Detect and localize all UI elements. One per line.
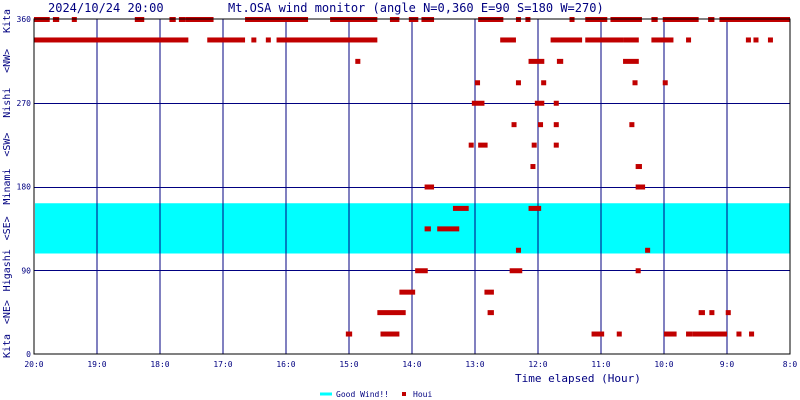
- x-tick-label: 9:0: [720, 360, 735, 369]
- houi-point: [736, 331, 742, 337]
- houi-point: [623, 37, 639, 43]
- legend-houi-label: Houi: [413, 390, 432, 399]
- legend: Good Wind!! Houi: [320, 390, 432, 399]
- houi-point: [399, 289, 416, 295]
- houi-point: [475, 80, 481, 86]
- houi-point: [635, 164, 642, 170]
- houi-point: [553, 122, 559, 128]
- houi-point: [749, 331, 755, 337]
- direction-label: <SE>: [2, 216, 13, 240]
- houi-point: [487, 310, 494, 316]
- x-tick-label: 20:0: [24, 360, 43, 369]
- houi-point: [538, 122, 544, 128]
- x-tick-label: 19:0: [87, 360, 106, 369]
- houi-point: [553, 100, 559, 106]
- y-tick-label: 90: [21, 266, 31, 275]
- x-tick-label: 8:0: [783, 360, 798, 369]
- houi-point: [591, 331, 605, 337]
- houi-point: [468, 142, 474, 148]
- houi-point: [541, 80, 547, 86]
- houi-point: [725, 310, 731, 316]
- y-tick-label: 360: [17, 15, 32, 24]
- direction-label: <NE>: [2, 300, 13, 324]
- houi-point: [511, 122, 517, 128]
- houi-point: [629, 122, 635, 128]
- houi-point: [662, 80, 668, 86]
- houi-point: [556, 58, 564, 64]
- houi-point: [635, 184, 646, 190]
- legend-houi-swatch: [402, 392, 406, 396]
- houi-point: [698, 310, 705, 316]
- houi-point: [377, 310, 406, 316]
- houi-point: [452, 205, 469, 211]
- x-tick-label: 17:0: [213, 360, 232, 369]
- houi-point: [355, 58, 361, 64]
- x-tick-label: 12:0: [528, 360, 547, 369]
- direction-label: Kita: [2, 9, 13, 33]
- x-tick-label: 11:0: [591, 360, 610, 369]
- x-tick-label: 15:0: [339, 360, 358, 369]
- houi-point: [251, 37, 257, 43]
- houi-point: [534, 100, 545, 106]
- direction-label: Higashi: [2, 249, 13, 291]
- houi-point: [686, 37, 692, 43]
- houi-point: [745, 37, 751, 43]
- houi-point: [651, 37, 674, 43]
- houi-point: [528, 205, 542, 211]
- houi-point: [276, 37, 378, 43]
- houi-point: [34, 37, 189, 43]
- houi-point: [345, 331, 353, 337]
- houi-point: [616, 331, 622, 337]
- direction-label: Nishi: [2, 88, 13, 118]
- houi-point: [664, 331, 677, 337]
- x-tick-label: 14:0: [402, 360, 421, 369]
- direction-label: Kita: [2, 334, 13, 358]
- houi-point: [509, 268, 523, 274]
- x-axis-label: Time elapsed (Hour): [515, 372, 641, 385]
- houi-point: [692, 331, 727, 337]
- timestamp-label: 2024/10/24 20:00: [48, 1, 164, 15]
- x-tick-label: 10:0: [654, 360, 673, 369]
- houi-point: [437, 226, 460, 232]
- houi-point: [585, 37, 624, 43]
- houi-point: [635, 268, 641, 274]
- direction-label: <SW>: [2, 133, 13, 157]
- direction-label: <NW>: [2, 49, 13, 73]
- houi-point: [484, 289, 494, 295]
- houi-point: [515, 247, 521, 253]
- houi-point: [500, 37, 516, 43]
- houi-point: [471, 100, 485, 106]
- legend-good-wind-label: Good Wind!!: [336, 390, 389, 399]
- houi-point: [515, 80, 521, 86]
- houi-point: [709, 310, 715, 316]
- houi-point: [550, 37, 583, 43]
- houi-point: [645, 247, 651, 253]
- x-tick-label: 16:0: [276, 360, 295, 369]
- y-tick-label: 0: [26, 350, 31, 359]
- x-tick-label: 13:0: [465, 360, 484, 369]
- direction-label: Minami: [2, 168, 13, 204]
- houi-point: [478, 142, 488, 148]
- plot-frame: [33, 18, 791, 355]
- x-tick-label: 18:0: [150, 360, 169, 369]
- houi-point: [380, 331, 400, 337]
- houi-point: [207, 37, 246, 43]
- houi-point: [753, 37, 759, 43]
- houi-point: [528, 58, 545, 64]
- houi-point: [424, 226, 431, 232]
- y-tick-label: 180: [17, 183, 32, 192]
- houi-point: [623, 58, 639, 64]
- houi-point: [415, 268, 428, 274]
- houi-point: [265, 37, 271, 43]
- y-tick-label: 270: [17, 99, 32, 108]
- houi-point: [553, 142, 559, 148]
- chart-title: Mt.OSA wind monitor (angle N=0,360 E=90 …: [228, 1, 604, 15]
- houi-point: [632, 80, 638, 86]
- houi-point: [686, 331, 693, 337]
- houi-point: [424, 184, 435, 190]
- houi-point: [767, 37, 773, 43]
- houi-point: [530, 164, 536, 170]
- houi-point: [531, 142, 537, 148]
